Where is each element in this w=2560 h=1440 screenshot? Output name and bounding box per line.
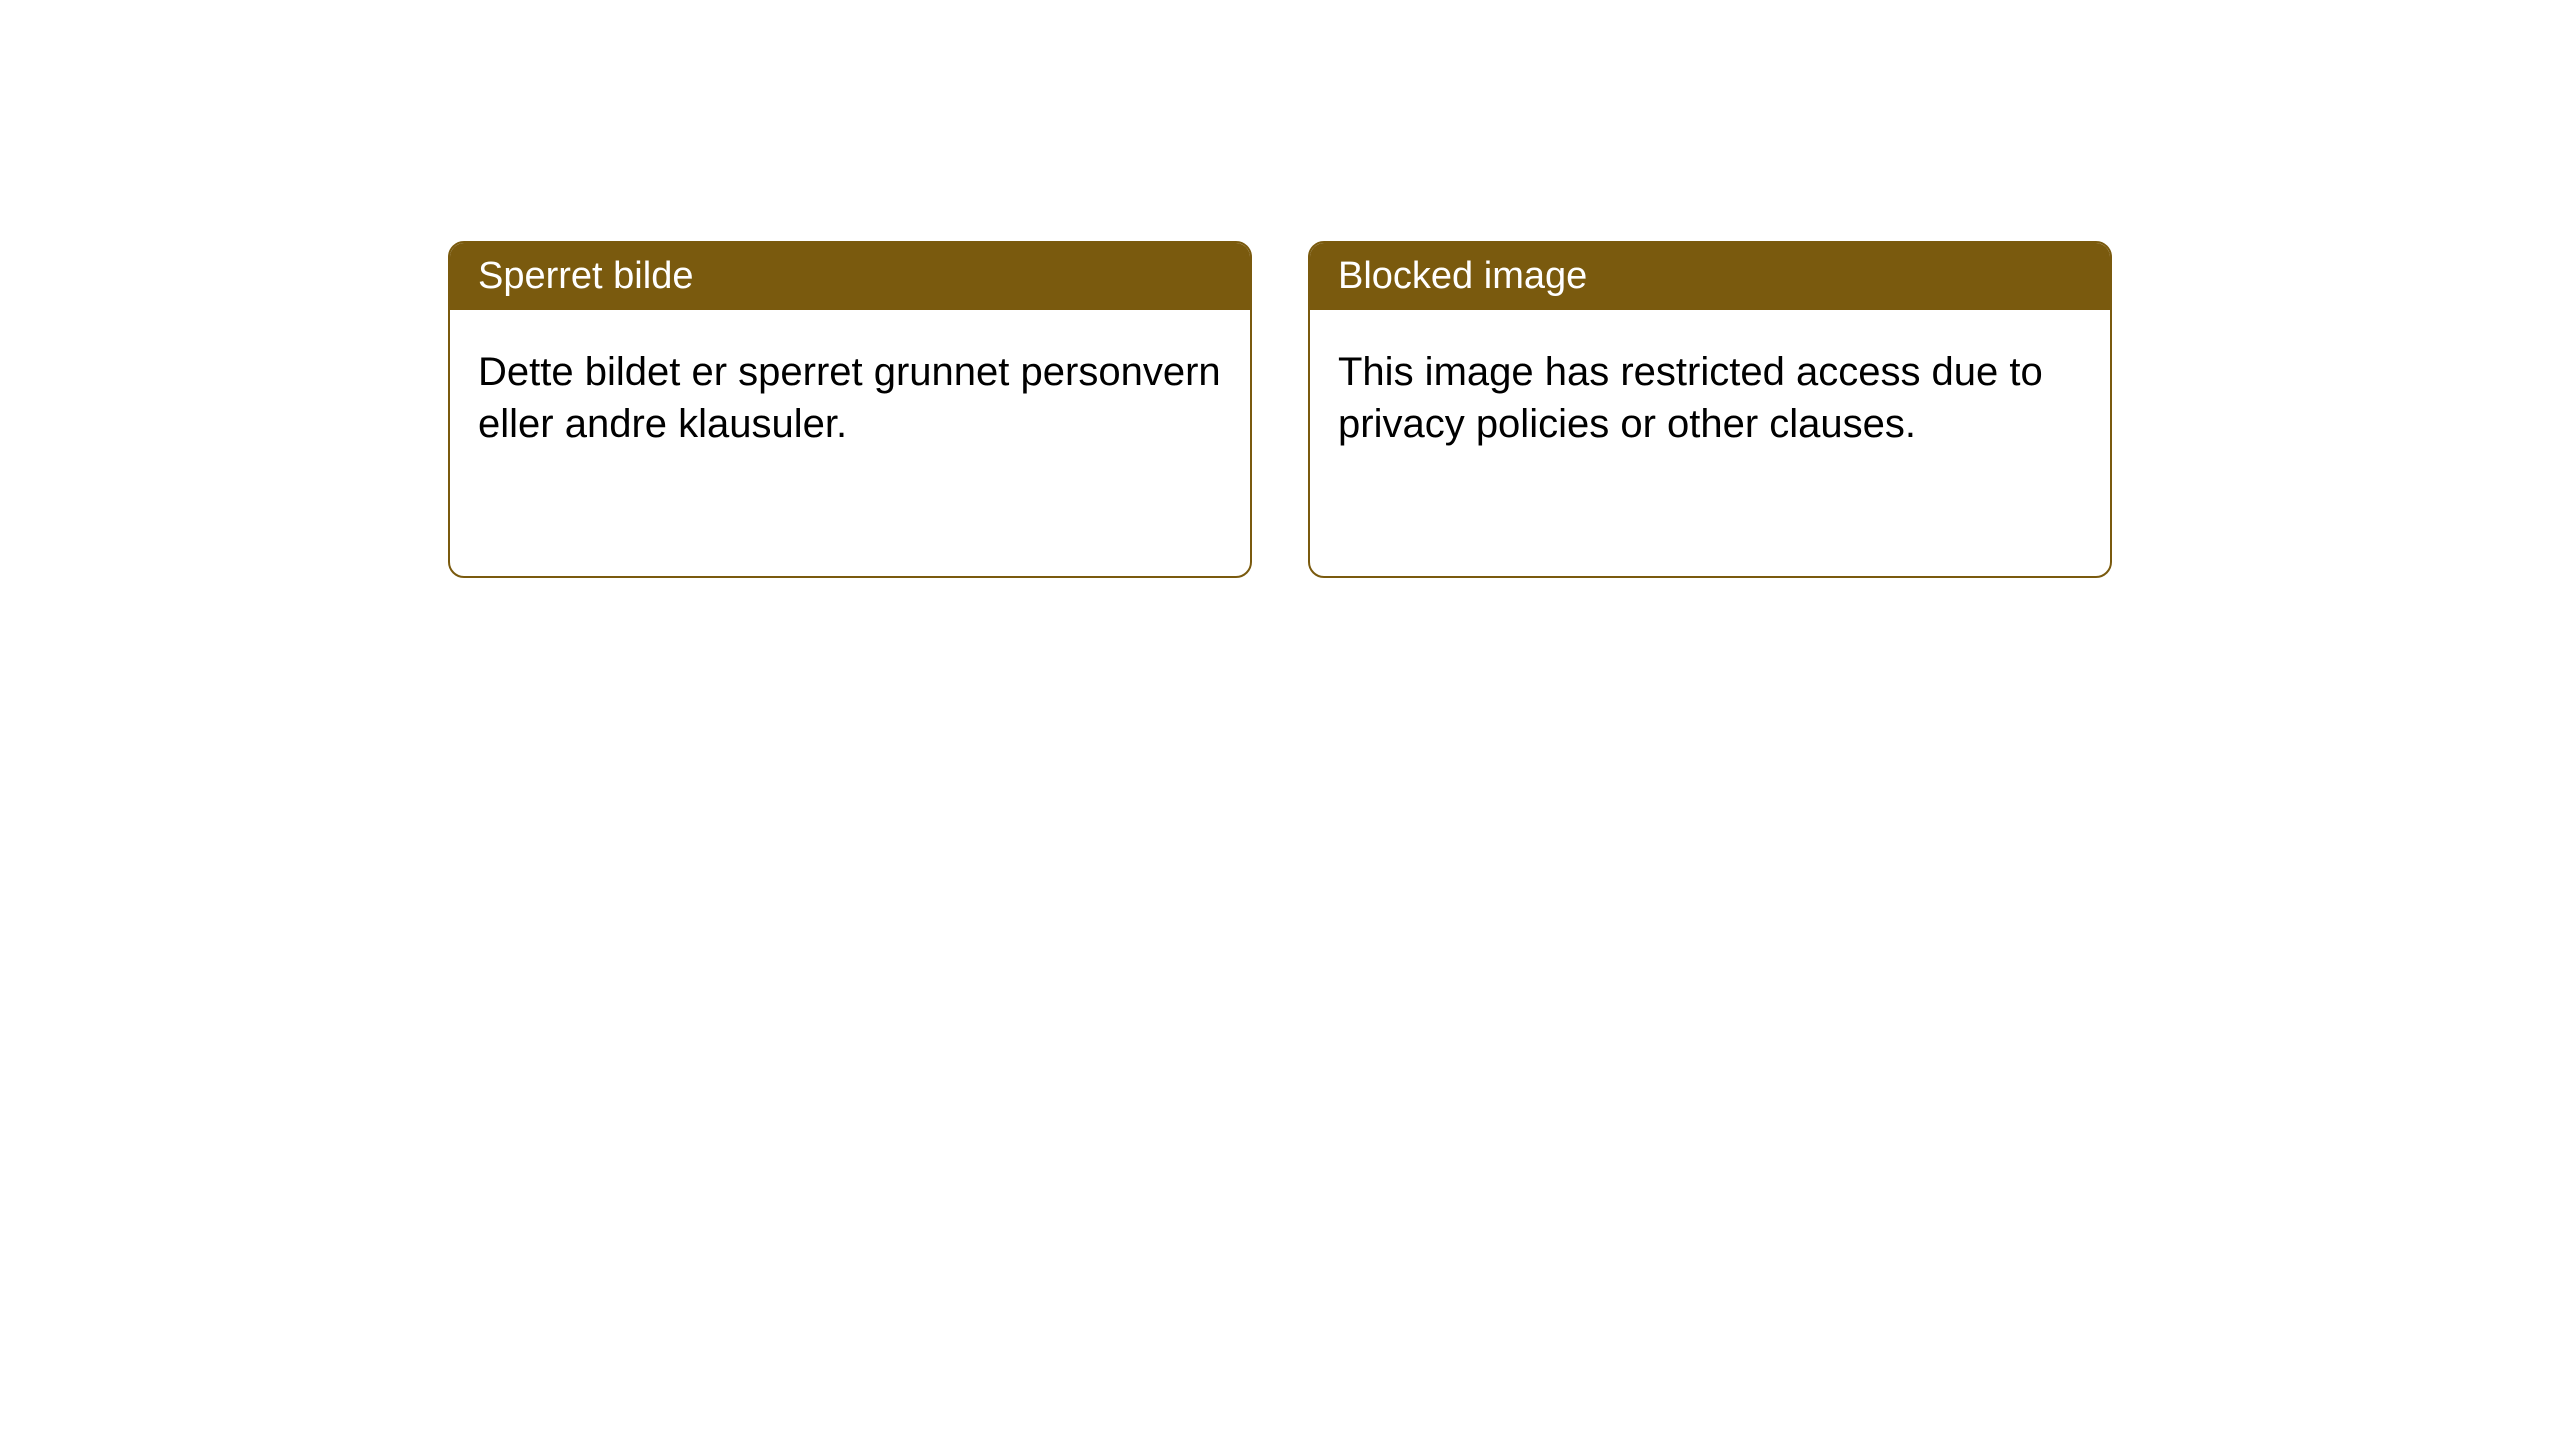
card-body: This image has restricted access due to … (1310, 310, 2110, 486)
notice-container: Sperret bilde Dette bildet er sperret gr… (0, 0, 2560, 578)
card-title: Sperret bilde (478, 255, 693, 297)
card-body: Dette bildet er sperret grunnet personve… (450, 310, 1250, 486)
blocked-image-card-en: Blocked image This image has restricted … (1308, 241, 2112, 578)
card-header: Sperret bilde (450, 243, 1250, 310)
blocked-image-card-no: Sperret bilde Dette bildet er sperret gr… (448, 241, 1252, 578)
card-title: Blocked image (1338, 255, 1587, 297)
card-body-text: Dette bildet er sperret grunnet personve… (478, 350, 1221, 446)
card-body-text: This image has restricted access due to … (1338, 350, 2043, 446)
card-header: Blocked image (1310, 243, 2110, 310)
